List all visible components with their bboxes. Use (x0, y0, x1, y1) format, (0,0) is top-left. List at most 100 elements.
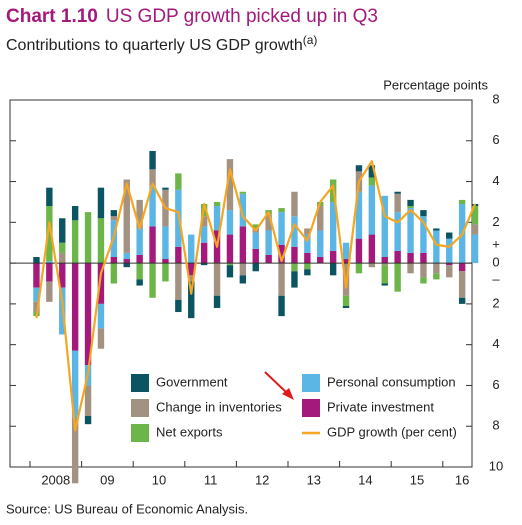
bar-segment (433, 230, 440, 264)
x-tick-label: 14 (358, 472, 372, 487)
bar-segment (33, 256, 40, 264)
bar-segment (304, 269, 311, 276)
bar-segment (329, 263, 337, 276)
bar-segment (97, 303, 105, 329)
legend-swatch (302, 399, 320, 417)
bar-segment (188, 234, 195, 264)
x-tick-label: 16 (455, 472, 469, 487)
y-tick-label: 8 (492, 91, 499, 106)
bar-segment (110, 216, 118, 221)
chart-title: Chart 1.10 US GDP growth picked up in Q3 (6, 6, 378, 27)
bar-segment (97, 328, 105, 349)
bar-segment (304, 228, 311, 235)
sign-label: – (492, 272, 500, 287)
bar-segment (304, 252, 311, 264)
bar-segment (252, 232, 259, 249)
bar-segment (239, 226, 247, 264)
bar-segment (239, 191, 247, 194)
x-tick-label: 15 (410, 472, 424, 487)
subtitle-note: (a) (303, 33, 318, 47)
bar-segment (213, 201, 221, 207)
bar-segment (97, 187, 105, 219)
bar-segment (394, 212, 401, 251)
bar-segment (213, 206, 221, 231)
y-tick-label: 2 (492, 295, 499, 310)
bar-segment (458, 271, 466, 298)
bar-segment (213, 263, 221, 296)
bar-segment (110, 263, 118, 284)
bar-segment (342, 305, 350, 308)
bar-segment (252, 263, 259, 272)
bar-segment (226, 265, 234, 278)
bar-segment (71, 220, 79, 264)
bar-segment (342, 295, 350, 306)
bar-segment (175, 299, 182, 313)
bar-segment (458, 263, 466, 272)
bar-segment (149, 150, 156, 170)
bar-segment (291, 216, 298, 247)
bar-segment (71, 350, 79, 419)
bar-segment (368, 263, 376, 268)
bar-segment (188, 263, 195, 276)
bar-segment (136, 279, 143, 286)
gdp-line (35, 160, 477, 432)
bar-segment (188, 275, 195, 282)
bar-segment (317, 256, 324, 264)
bar-segment (291, 263, 298, 272)
bar-segment (46, 281, 53, 302)
bar-segment (226, 159, 234, 211)
bar-segment (394, 263, 401, 292)
y-tick-label: 6 (492, 132, 499, 147)
y-axis-label: Percentage points (383, 77, 488, 92)
bar-segment (329, 250, 337, 264)
bar-segment (123, 179, 130, 253)
bar-segment (420, 277, 427, 284)
bar-segment (162, 226, 169, 260)
bar-segment (433, 273, 440, 280)
bar-segment (46, 263, 53, 282)
bar-segment (304, 263, 311, 270)
legend-swatch (302, 374, 320, 392)
bar-segment (278, 295, 285, 317)
bar-segment (368, 234, 376, 264)
bar-segment (33, 263, 40, 288)
bar-segment (33, 287, 40, 302)
bar-segment (59, 218, 66, 243)
x-tick-label: 10 (152, 472, 166, 487)
bar-segment (175, 173, 182, 190)
bar-segment (59, 252, 66, 264)
subtitle: Contributions to quarterly US GDP growth… (6, 33, 317, 54)
legend-swatch (131, 424, 149, 442)
bar-segment (123, 252, 130, 260)
bar-segment (278, 263, 285, 296)
legend-label: Government (156, 374, 228, 389)
x-tick-label: 13 (307, 472, 321, 487)
bar-segment (342, 242, 350, 260)
bar-segment (291, 271, 298, 288)
legend-label: Personal consumption (327, 374, 456, 389)
y-tick-label: 4 (492, 336, 499, 351)
bar-segment (317, 206, 324, 231)
bar-segment (213, 295, 221, 308)
bar-segment (71, 418, 79, 484)
bar-segment (407, 206, 414, 209)
bar-segment (355, 238, 363, 264)
bar-segment (407, 199, 414, 207)
bar-segment (188, 281, 195, 319)
bar-segment (149, 226, 156, 264)
bar-segment (381, 283, 388, 286)
bar-segment (329, 201, 337, 251)
bar-segment (394, 250, 401, 264)
bar-segment (381, 265, 388, 284)
bar-segment (407, 208, 414, 253)
bar-segment (71, 263, 79, 351)
bar-segment (471, 224, 479, 235)
x-tick-label: 12 (255, 472, 269, 487)
bar-segment (84, 263, 92, 366)
bar-segment (381, 263, 388, 266)
bar-segment (33, 301, 40, 313)
bar-segment (304, 234, 311, 253)
bar-segment (407, 263, 414, 274)
plot-frame (9, 99, 473, 468)
